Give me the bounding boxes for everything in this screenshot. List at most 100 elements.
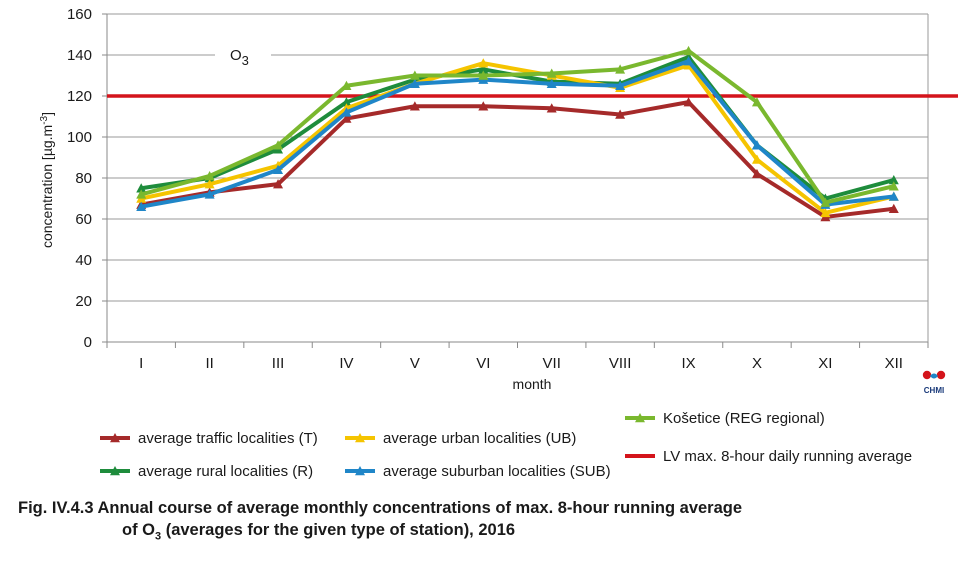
data-point: [478, 64, 489, 74]
data-point: [683, 97, 694, 107]
y-tick-label: 0: [84, 334, 92, 351]
legend: Košetice (REG regional) average traffic l…: [100, 410, 912, 480]
legend-label: average urban localities (UB): [383, 430, 576, 447]
data-point: [683, 56, 694, 66]
data-point: [615, 64, 626, 74]
y-tick-label: 120: [67, 88, 92, 105]
legend-item: average rural localities (R): [100, 463, 313, 480]
axes: [102, 13, 929, 348]
data-point: [820, 197, 831, 207]
data-point: [478, 101, 489, 111]
series-0: [136, 97, 899, 222]
logo-text: CHMI: [924, 386, 944, 395]
caption-line-2: of O3 (averages for the given type of st…: [122, 521, 516, 543]
data-point: [888, 191, 899, 201]
data-point: [204, 170, 215, 181]
caption-line-1: Fig. IV.4.3 Annual course of average mon…: [18, 499, 743, 517]
y-axis-title: concentration [µg.m-3]: [39, 112, 55, 248]
data-point: [683, 45, 694, 56]
y-tick-label: 20: [75, 293, 92, 310]
legend-marker: [110, 466, 120, 476]
y-tick-label: 160: [67, 6, 92, 23]
y-tick-label: 100: [67, 129, 92, 146]
x-tick-label-X: X: [752, 355, 762, 372]
legend-marker: [355, 466, 365, 476]
legend-item: Košetice (REG regional): [625, 410, 825, 427]
legend-item: average urban localities (UB): [345, 430, 576, 447]
legend-label: Košetice (REG regional): [663, 410, 825, 427]
legend-label: LV max. 8-hour daily running average: [663, 448, 912, 465]
logo-dot-right: [936, 370, 946, 380]
x-axis-title: month: [513, 376, 552, 392]
series-group: [136, 45, 899, 222]
data-point: [273, 164, 284, 175]
x-tick-label-II: II: [205, 355, 213, 372]
chart-title: O3: [230, 47, 249, 68]
data-point: [478, 58, 489, 68]
data-point: [820, 207, 831, 218]
legend-label: average traffic localities (T): [138, 430, 318, 447]
y-tick-label: 40: [75, 252, 92, 269]
data-point: [409, 70, 420, 80]
data-point: [751, 140, 762, 150]
series-line: [140, 48, 895, 205]
legend-marker: [635, 413, 645, 423]
x-tick-label-VI: VI: [476, 355, 490, 372]
x-tick-label-XII: XII: [885, 355, 903, 372]
series-line: [140, 100, 895, 219]
x-tick-label-IX: IX: [681, 355, 695, 372]
y-axis-title-sup: -3: [39, 115, 50, 124]
data-point: [136, 183, 147, 193]
data-point: [478, 70, 489, 80]
data-point: [273, 179, 284, 189]
x-tick-label-IV: IV: [339, 355, 353, 372]
data-point: [341, 107, 352, 117]
data-point: [204, 189, 215, 199]
data-point: [888, 181, 899, 191]
x-tick-label-V: V: [410, 355, 420, 372]
data-point: [751, 154, 762, 164]
chart-title-box: [215, 38, 271, 70]
data-point: [409, 101, 420, 111]
y-tick-label: 60: [75, 211, 92, 228]
legend-marker: [355, 433, 365, 443]
series-line: [140, 61, 895, 215]
data-point: [751, 168, 762, 179]
data-point: [136, 189, 147, 199]
data-point: [341, 80, 352, 90]
legend-marker: [110, 433, 120, 443]
x-tick-label-III: III: [272, 355, 285, 372]
data-point: [409, 78, 420, 88]
x-tick-label-I: I: [139, 355, 143, 372]
logo-dot-left: [922, 370, 932, 380]
y-tick-label: 140: [67, 47, 92, 64]
x-tick-labels: I II III IV V VI VII VIII IX X XI XII: [139, 355, 903, 372]
legend-item: average traffic localities (T): [100, 430, 318, 447]
data-point: [341, 113, 352, 123]
y-tick-label: 80: [75, 170, 92, 187]
data-point: [341, 97, 352, 107]
data-point: [204, 179, 215, 189]
chart-title-subscript: 3: [242, 53, 249, 68]
caption-subscript: 3: [155, 530, 162, 543]
chmi-logo: CHMI: [920, 368, 948, 398]
y-axis-title-end: ]: [39, 112, 55, 116]
figure-caption: Fig. IV.4.3 Annual course of average mon…: [18, 497, 958, 547]
x-tick-label-XI: XI: [818, 355, 832, 372]
series-line: [140, 59, 895, 209]
data-point: [136, 201, 147, 211]
data-point: [888, 203, 899, 213]
data-point: [546, 78, 557, 88]
data-point: [615, 80, 626, 90]
legend-item: LV max. 8-hour daily running average: [625, 448, 912, 465]
x-tick-label-VII: VII: [543, 355, 561, 372]
x-tick-label-VIII: VIII: [609, 355, 632, 372]
data-point: [888, 175, 899, 185]
y-tick-labels: 0 20 40 60 80 100 120 140 160: [67, 6, 92, 351]
legend-label: average rural localities (R): [138, 463, 313, 480]
data-point: [751, 97, 762, 107]
logo-wave: [930, 373, 938, 379]
data-point: [546, 103, 557, 113]
series-4: [136, 45, 899, 207]
